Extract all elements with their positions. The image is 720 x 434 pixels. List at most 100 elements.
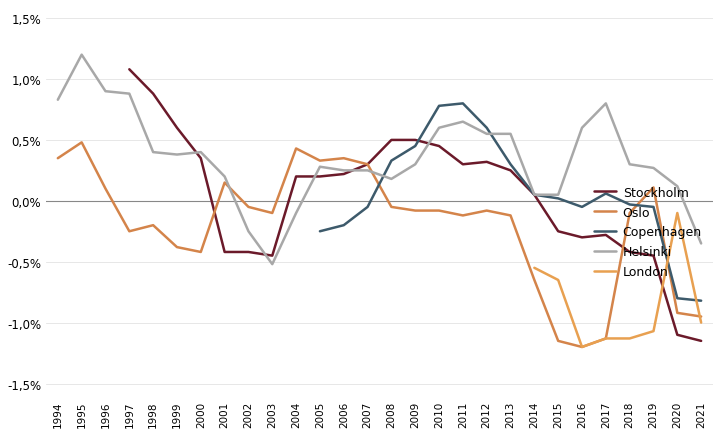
Oslo xyxy=(102,187,110,192)
Helsinki xyxy=(530,193,539,198)
Oslo xyxy=(173,245,181,250)
Line: Copenhagen: Copenhagen xyxy=(320,104,701,301)
Copenhagen xyxy=(577,205,586,210)
Helsinki xyxy=(220,174,229,180)
Stockholm xyxy=(173,126,181,131)
Stockholm xyxy=(459,162,467,168)
London xyxy=(530,266,539,271)
London xyxy=(649,329,658,334)
Oslo xyxy=(435,208,444,214)
Oslo xyxy=(315,159,324,164)
Oslo xyxy=(339,156,348,161)
Line: Stockholm: Stockholm xyxy=(130,70,701,341)
Stockholm xyxy=(673,332,682,338)
Copenhagen xyxy=(601,191,610,197)
Oslo xyxy=(482,208,491,214)
Helsinki xyxy=(268,262,276,267)
Oslo xyxy=(673,311,682,316)
Stockholm xyxy=(411,138,420,143)
Copenhagen xyxy=(482,126,491,131)
Oslo xyxy=(554,339,562,344)
Stockholm xyxy=(530,193,539,198)
Copenhagen xyxy=(673,296,682,301)
Copenhagen xyxy=(411,144,420,149)
Stockholm xyxy=(697,339,706,344)
Oslo xyxy=(506,214,515,219)
Stockholm xyxy=(387,138,396,143)
Stockholm xyxy=(339,172,348,177)
Helsinki xyxy=(125,92,134,97)
Copenhagen xyxy=(459,102,467,107)
Helsinki xyxy=(626,162,634,168)
Oslo xyxy=(530,278,539,283)
Oslo xyxy=(244,205,253,210)
Copenhagen xyxy=(315,229,324,234)
Stockholm xyxy=(482,160,491,165)
London xyxy=(577,345,586,350)
Legend: Stockholm, Oslo, Copenhagen, Helsinki, London: Stockholm, Oslo, Copenhagen, Helsinki, L… xyxy=(589,181,707,283)
Line: London: London xyxy=(534,214,701,347)
Helsinki xyxy=(411,162,420,168)
Helsinki xyxy=(506,132,515,137)
Stockholm xyxy=(268,253,276,259)
Oslo xyxy=(364,162,372,168)
Copenhagen xyxy=(435,104,444,109)
Helsinki xyxy=(244,229,253,234)
Helsinki xyxy=(102,89,110,95)
Copenhagen xyxy=(506,162,515,168)
Helsinki xyxy=(459,120,467,125)
Stockholm xyxy=(292,174,300,180)
Helsinki xyxy=(77,53,86,58)
Oslo xyxy=(577,345,586,350)
Oslo xyxy=(649,185,658,191)
Stockholm xyxy=(626,250,634,255)
London xyxy=(626,336,634,341)
Helsinki xyxy=(149,150,158,155)
Helsinki xyxy=(315,165,324,170)
London xyxy=(554,278,562,283)
Helsinki xyxy=(673,184,682,189)
Helsinki xyxy=(577,126,586,131)
Stockholm xyxy=(577,235,586,240)
Helsinki xyxy=(173,153,181,158)
Stockholm xyxy=(197,156,205,161)
Helsinki xyxy=(197,150,205,155)
Helsinki xyxy=(292,211,300,216)
Oslo xyxy=(197,250,205,255)
Helsinki xyxy=(554,193,562,198)
Oslo xyxy=(626,211,634,216)
Line: Oslo: Oslo xyxy=(58,143,701,347)
Stockholm xyxy=(554,229,562,234)
Copenhagen xyxy=(649,205,658,210)
Oslo xyxy=(292,147,300,152)
Helsinki xyxy=(339,168,348,174)
Line: Helsinki: Helsinki xyxy=(58,56,701,265)
Helsinki xyxy=(387,177,396,182)
Helsinki xyxy=(601,102,610,107)
Helsinki xyxy=(364,168,372,174)
Stockholm xyxy=(435,144,444,149)
Helsinki xyxy=(649,166,658,171)
Stockholm xyxy=(649,253,658,259)
Copenhagen xyxy=(697,299,706,304)
Copenhagen xyxy=(530,193,539,198)
Copenhagen xyxy=(339,223,348,228)
Oslo xyxy=(149,223,158,228)
Copenhagen xyxy=(554,196,562,201)
London xyxy=(697,320,706,326)
Oslo xyxy=(697,314,706,319)
Copenhagen xyxy=(387,159,396,164)
Oslo xyxy=(387,205,396,210)
Stockholm xyxy=(244,250,253,255)
Oslo xyxy=(459,214,467,219)
London xyxy=(673,211,682,216)
Oslo xyxy=(53,156,62,161)
Oslo xyxy=(601,336,610,341)
Stockholm xyxy=(149,92,158,97)
Helsinki xyxy=(697,241,706,247)
Stockholm xyxy=(506,168,515,174)
Helsinki xyxy=(435,126,444,131)
Copenhagen xyxy=(626,202,634,207)
Oslo xyxy=(268,211,276,216)
Copenhagen xyxy=(364,205,372,210)
